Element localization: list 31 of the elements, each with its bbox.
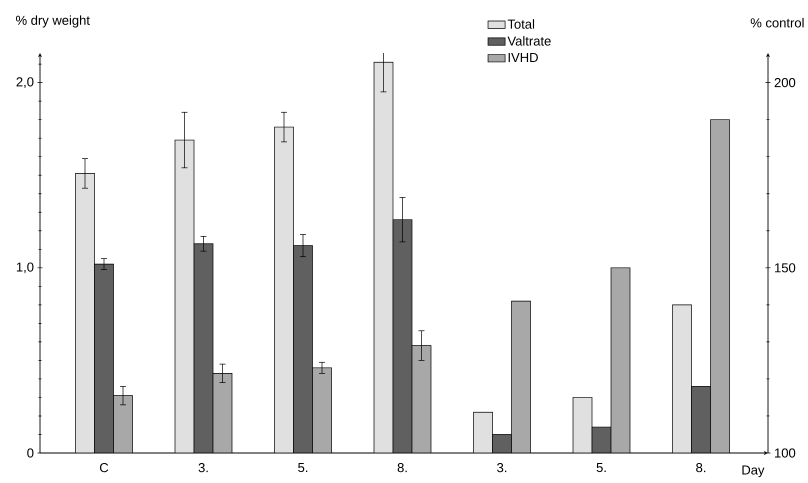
x-tick-label: 8. [696,463,706,472]
x-tick-label: 5. [298,463,308,472]
x-tick-label: 5. [596,463,606,472]
y-tick-label: 2,0 [16,77,34,88]
bar [113,395,133,453]
legend-label: IVHD [508,53,538,62]
bar [194,243,214,453]
legend-label: Total [508,19,534,29]
bar [94,264,114,453]
bar [212,373,232,453]
bar [274,126,294,453]
y2-tick-label: 100 [775,448,796,458]
legend-label: Valtrate [508,36,551,46]
y-tick-label: 1,0 [16,262,34,274]
bar [412,345,432,453]
x-tick-label: C [100,463,108,472]
bar [293,245,313,453]
bar [374,62,394,453]
x-axis-title: Day [742,466,764,478]
bar [174,140,194,453]
x-tick-label: 3. [198,463,208,472]
y-tick-label: 0 [27,448,34,458]
x-tick-label: 8. [398,463,407,472]
y-axis-title: % dry weight [16,15,90,28]
bar [312,367,332,453]
y2-tick-label: 200 [774,78,796,88]
x-tick-label: 3. [497,463,506,472]
y2-axis-title: % control [750,18,804,28]
bar [75,173,95,453]
y2-tick-label: 150 [775,263,796,272]
bar [392,219,412,453]
